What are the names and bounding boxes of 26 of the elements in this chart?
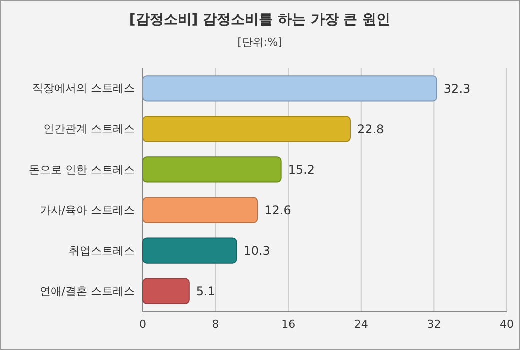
x-tick-label: 40 [500, 318, 514, 331]
bar [142, 278, 190, 304]
data-label: 15.2 [288, 162, 316, 177]
y-tick-label: 인간관계 스트레스 [44, 122, 135, 136]
bar [142, 116, 351, 142]
bar [142, 238, 238, 264]
chart-subtitle: [단위:%] [238, 36, 282, 49]
data-label: 12.6 [264, 203, 292, 218]
data-label: 5.1 [196, 284, 216, 299]
x-tick-label: 0 [140, 318, 146, 331]
y-tick-label: 직장에서의 스트레스 [32, 82, 135, 96]
bar [142, 197, 258, 224]
x-tick-label: 32 [427, 318, 442, 331]
data-label: 22.8 [357, 122, 384, 136]
x-tick-label: 16 [282, 318, 296, 331]
bar [142, 156, 282, 183]
x-tick-label: 8 [212, 318, 220, 331]
x-tick-label: 24 [354, 318, 368, 331]
y-tick-label: 취업스트레스 [69, 244, 135, 258]
y-tick-label: 연애/결혼 스트레스 [40, 284, 135, 298]
y-tick-label: 돈으로 인한 스트레스 [29, 163, 135, 176]
data-label: 32.3 [444, 82, 471, 96]
y-tick-label: 가사/육아 스트레스 [40, 204, 135, 217]
data-label: 10.3 [244, 244, 270, 258]
bar [142, 76, 438, 102]
chart-title: [감정소비] 감정소비를 하는 가장 큰 원인 [129, 12, 391, 28]
